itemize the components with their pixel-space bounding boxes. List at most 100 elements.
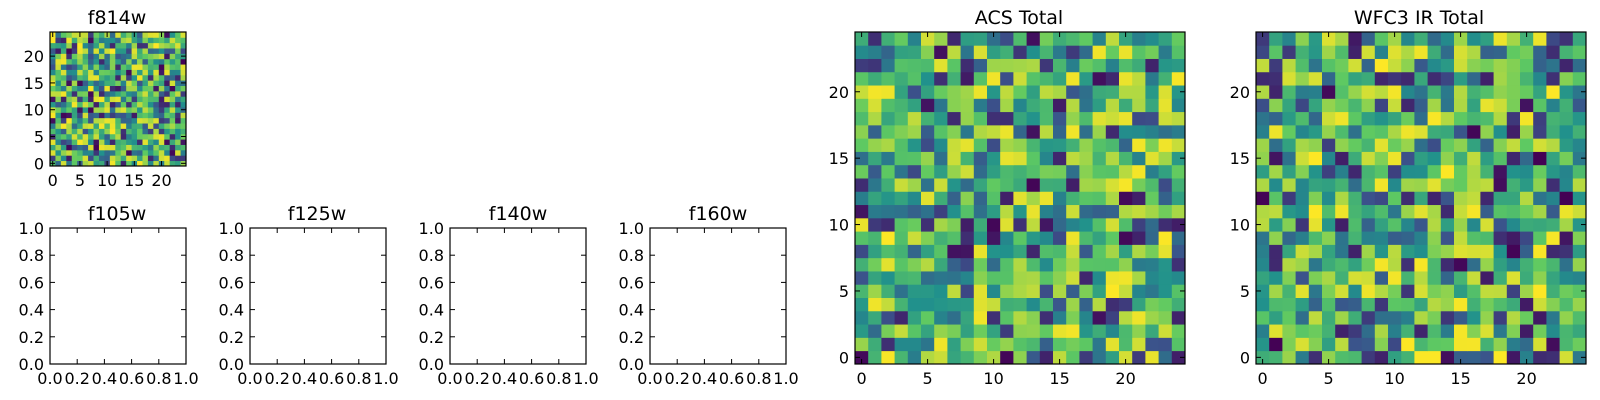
heatmap-cell — [121, 123, 127, 129]
heatmap-cell — [1467, 311, 1481, 325]
heatmap-cell — [1040, 258, 1054, 272]
heatmap-cell — [61, 123, 67, 129]
heatmap-cell — [1546, 324, 1560, 338]
heatmap-cell — [1454, 298, 1468, 312]
heatmap-cell — [1000, 218, 1014, 232]
heatmap-cell — [66, 48, 72, 54]
heatmap-cell — [50, 91, 56, 97]
heatmap-cell — [1467, 218, 1481, 232]
heatmap-cell — [115, 53, 121, 59]
heatmap-cell — [1533, 284, 1547, 298]
heatmap-cell — [88, 118, 94, 124]
heatmap-cell — [88, 128, 94, 134]
heatmap-cell — [1520, 271, 1534, 285]
heatmap-cell — [66, 70, 72, 76]
heatmap-cell — [121, 59, 127, 65]
heatmap-cell — [50, 123, 56, 129]
heatmap-cell — [1106, 152, 1120, 166]
heatmap-cell — [88, 96, 94, 102]
heatmap-cell — [159, 37, 165, 43]
y-tick-label: 5 — [839, 282, 849, 301]
heatmap-cell — [66, 53, 72, 59]
heatmap-cell — [1093, 258, 1107, 272]
heatmap-cell — [908, 298, 922, 312]
heatmap-cell — [175, 150, 181, 156]
heatmap-cell — [947, 271, 961, 285]
heatmap-cell — [132, 139, 138, 145]
heatmap-cell — [142, 118, 148, 124]
heatmap-cell — [1053, 112, 1067, 126]
heatmap-cell — [83, 112, 89, 118]
heatmap-cell — [1066, 98, 1080, 112]
y-tick-label: 0.0 — [619, 355, 644, 374]
heatmap-cell — [947, 218, 961, 232]
y-tick-label: 20 — [1230, 83, 1250, 102]
heatmap-cell — [1119, 298, 1133, 312]
heatmap-cell — [132, 112, 138, 118]
heatmap-cell — [1145, 72, 1159, 86]
heatmap-cell — [1159, 32, 1173, 46]
heatmap-cell — [1348, 98, 1362, 112]
heatmap-cell — [1093, 59, 1107, 73]
heatmap-cell — [1093, 298, 1107, 312]
heatmap-cell — [77, 53, 83, 59]
heatmap-cell — [66, 80, 72, 86]
heatmap-cell — [50, 118, 56, 124]
heatmap-cell — [1159, 231, 1173, 245]
heatmap-cell — [1573, 324, 1587, 338]
heatmap-cell — [1269, 205, 1283, 219]
heatmap-cell — [868, 112, 882, 126]
heatmap-cell — [121, 86, 127, 92]
heatmap-cell — [159, 118, 165, 124]
y-tick-label: 10 — [829, 216, 849, 235]
heatmap-cell — [1309, 324, 1323, 338]
heatmap-cell — [61, 112, 67, 118]
heatmap-cell — [1428, 231, 1442, 245]
x-tick-label: 15 — [124, 171, 144, 190]
heatmap-cell — [1106, 138, 1120, 152]
heatmap-cell — [132, 48, 138, 54]
heatmap-cell — [1546, 85, 1560, 99]
heatmap-cell — [1573, 231, 1587, 245]
y-tick-label: 0.0 — [19, 355, 44, 374]
heatmap-cell — [895, 244, 909, 258]
heatmap-cell — [1053, 72, 1067, 86]
y-tick-label: 10 — [24, 101, 44, 120]
heatmap-cell — [1040, 152, 1054, 166]
heatmap-cell — [1362, 59, 1376, 73]
heatmap-cell — [1309, 98, 1323, 112]
heatmap-cell — [855, 324, 869, 338]
heatmap-cell — [72, 150, 78, 156]
heatmap-cell — [1322, 298, 1336, 312]
heatmap-cell — [132, 107, 138, 113]
heatmap-cell — [1362, 45, 1376, 59]
heatmap-cell — [94, 43, 100, 49]
heatmap-cell — [1000, 258, 1014, 272]
heatmap-cell — [1013, 138, 1027, 152]
heatmap-cell — [1546, 138, 1560, 152]
heatmap-cell — [855, 112, 869, 126]
heatmap-cell — [1494, 311, 1508, 325]
heatmap-cell — [88, 75, 94, 81]
heatmap-cell — [1375, 271, 1389, 285]
heatmap-cell — [1093, 231, 1107, 245]
heatmap-cell — [1145, 178, 1159, 192]
heatmap-cell — [1388, 72, 1402, 86]
heatmap-cell — [947, 138, 961, 152]
heatmap-cell — [987, 244, 1001, 258]
heatmap-cell — [895, 125, 909, 139]
heatmap-cell — [164, 155, 170, 161]
heatmap-cell — [72, 59, 78, 65]
heatmap-cell — [99, 75, 105, 81]
heatmap-cell — [1119, 85, 1133, 99]
heatmap-cell — [1441, 152, 1455, 166]
heatmap-cell — [908, 125, 922, 139]
heatmap-cell — [855, 138, 869, 152]
heatmap-cell — [132, 70, 138, 76]
heatmap-cell — [908, 165, 922, 179]
heatmap-cell — [1520, 112, 1534, 126]
heatmap-cell — [1573, 311, 1587, 325]
x-tick-label: 0.6 — [719, 369, 744, 388]
heatmap-cell — [1533, 298, 1547, 312]
heatmap-cell — [1282, 125, 1296, 139]
